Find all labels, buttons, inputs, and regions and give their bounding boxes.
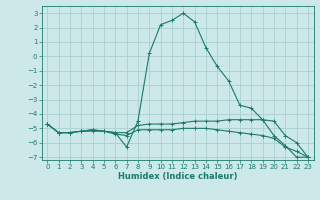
X-axis label: Humidex (Indice chaleur): Humidex (Indice chaleur) [118,172,237,181]
